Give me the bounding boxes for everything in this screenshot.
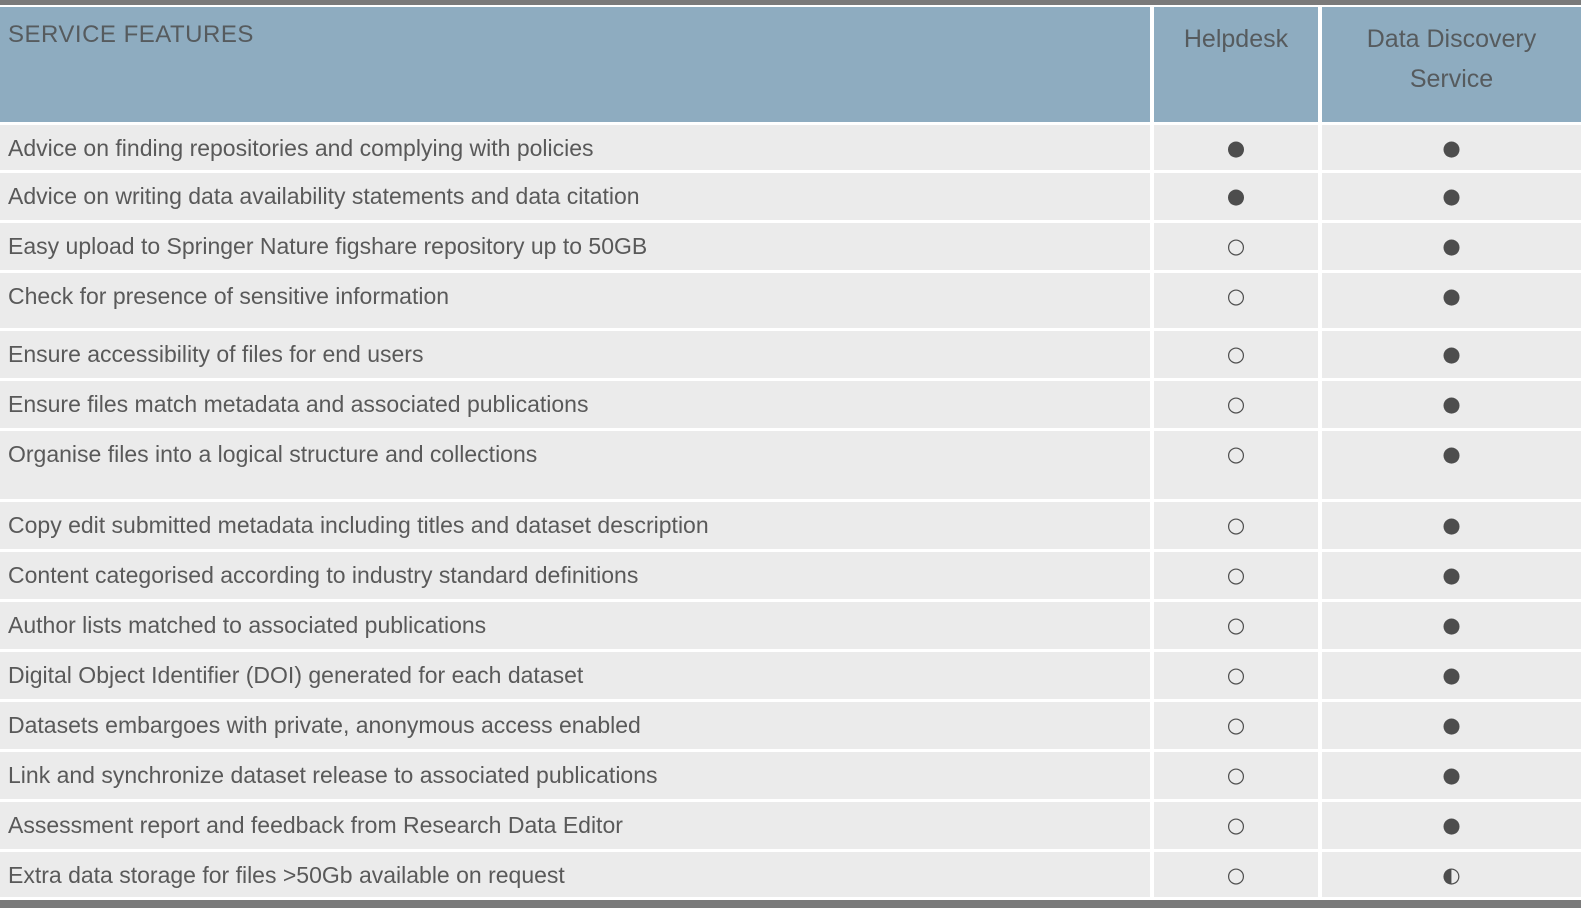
table-row: Copy edit submitted metadata including t… bbox=[0, 502, 1581, 549]
feature-cell: Check for presence of sensitive informat… bbox=[0, 273, 1150, 328]
data-discovery-marker-icon: ● bbox=[1322, 602, 1581, 649]
data-discovery-marker-icon: ● bbox=[1322, 802, 1581, 849]
table-row: Ensure accessibility of files for end us… bbox=[0, 331, 1581, 378]
table-row: Check for presence of sensitive informat… bbox=[0, 273, 1581, 328]
feature-cell: Ensure files match metadata and associat… bbox=[0, 381, 1150, 428]
table-row: Datasets embargoes with private, anonymo… bbox=[0, 702, 1581, 749]
feature-cell: Advice on finding repositories and compl… bbox=[0, 125, 1150, 170]
feature-cell: Link and synchronize dataset release to … bbox=[0, 752, 1150, 799]
table-header-row: SERVICE FEATURES Helpdesk Data Discovery… bbox=[0, 7, 1581, 122]
data-discovery-marker-icon: ● bbox=[1322, 431, 1581, 499]
data-discovery-marker-icon: ● bbox=[1322, 702, 1581, 749]
feature-cell: Organise files into a logical structure … bbox=[0, 431, 1150, 499]
helpdesk-marker-icon: ○ bbox=[1154, 431, 1318, 499]
helpdesk-marker-icon: ○ bbox=[1154, 602, 1318, 649]
helpdesk-marker-icon: ○ bbox=[1154, 702, 1318, 749]
feature-cell: Content categorised according to industr… bbox=[0, 552, 1150, 599]
top-edge-bar bbox=[0, 0, 1581, 5]
table-row: Extra data storage for files >50Gb avail… bbox=[0, 852, 1581, 897]
data-discovery-marker-icon: ● bbox=[1322, 173, 1581, 220]
table-row: Digital Object Identifier (DOI) generate… bbox=[0, 652, 1581, 699]
data-discovery-marker-icon: ● bbox=[1322, 125, 1581, 170]
helpdesk-marker-icon: ○ bbox=[1154, 223, 1318, 270]
feature-cell: Digital Object Identifier (DOI) generate… bbox=[0, 652, 1150, 699]
feature-cell: Author lists matched to associated publi… bbox=[0, 602, 1150, 649]
feature-cell: Easy upload to Springer Nature figshare … bbox=[0, 223, 1150, 270]
helpdesk-marker-icon: ○ bbox=[1154, 502, 1318, 549]
feature-cell: Copy edit submitted metadata including t… bbox=[0, 502, 1150, 549]
helpdesk-marker-icon: ○ bbox=[1154, 552, 1318, 599]
helpdesk-marker-icon: ● bbox=[1154, 125, 1318, 170]
table-row: Link and synchronize dataset release to … bbox=[0, 752, 1581, 799]
table-row: Advice on writing data availability stat… bbox=[0, 173, 1581, 220]
feature-cell: Datasets embargoes with private, anonymo… bbox=[0, 702, 1150, 749]
data-discovery-marker-icon: ● bbox=[1322, 502, 1581, 549]
helpdesk-marker-icon: ○ bbox=[1154, 652, 1318, 699]
feature-cell: Advice on writing data availability stat… bbox=[0, 173, 1150, 220]
data-discovery-marker-icon: ● bbox=[1322, 381, 1581, 428]
data-discovery-marker-icon: ● bbox=[1322, 552, 1581, 599]
table-row: Author lists matched to associated publi… bbox=[0, 602, 1581, 649]
header-service-features: SERVICE FEATURES bbox=[0, 7, 1150, 122]
feature-cell: Extra data storage for files >50Gb avail… bbox=[0, 852, 1150, 897]
table-row: Assessment report and feedback from Rese… bbox=[0, 802, 1581, 849]
helpdesk-marker-icon: ○ bbox=[1154, 802, 1318, 849]
data-discovery-marker-icon: ◐ bbox=[1322, 852, 1581, 897]
table-row: Ensure files match metadata and associat… bbox=[0, 381, 1581, 428]
data-discovery-marker-icon: ● bbox=[1322, 273, 1581, 328]
header-col-data-discovery-service: Data Discovery Service bbox=[1322, 7, 1581, 122]
feature-cell: Ensure accessibility of files for end us… bbox=[0, 331, 1150, 378]
data-discovery-marker-icon: ● bbox=[1322, 652, 1581, 699]
helpdesk-marker-icon: ○ bbox=[1154, 852, 1318, 897]
table-row: Content categorised according to industr… bbox=[0, 552, 1581, 599]
data-discovery-marker-icon: ● bbox=[1322, 223, 1581, 270]
helpdesk-marker-icon: ● bbox=[1154, 173, 1318, 220]
table-row: Organise files into a logical structure … bbox=[0, 431, 1581, 499]
table-row: Advice on finding repositories and compl… bbox=[0, 125, 1581, 170]
helpdesk-marker-icon: ○ bbox=[1154, 331, 1318, 378]
data-discovery-marker-icon: ● bbox=[1322, 331, 1581, 378]
bottom-edge-bar bbox=[0, 900, 1581, 908]
helpdesk-marker-icon: ○ bbox=[1154, 752, 1318, 799]
feature-cell: Assessment report and feedback from Rese… bbox=[0, 802, 1150, 849]
data-discovery-marker-icon: ● bbox=[1322, 752, 1581, 799]
helpdesk-marker-icon: ○ bbox=[1154, 273, 1318, 328]
table-row: Easy upload to Springer Nature figshare … bbox=[0, 223, 1581, 270]
helpdesk-marker-icon: ○ bbox=[1154, 381, 1318, 428]
header-col-helpdesk: Helpdesk bbox=[1154, 7, 1318, 122]
